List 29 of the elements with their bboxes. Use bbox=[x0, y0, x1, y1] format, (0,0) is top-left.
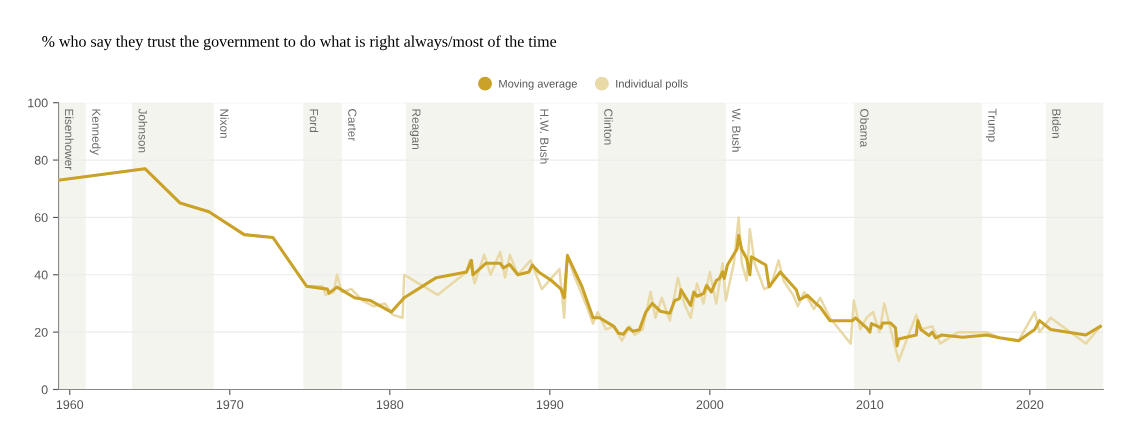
x-tick-label: 2000 bbox=[696, 400, 724, 410]
x-tick-label: 1970 bbox=[216, 400, 244, 410]
band-label: Eisenhower bbox=[64, 109, 74, 170]
legend-label: Moving average bbox=[499, 79, 577, 90]
x-tick-label: 1960 bbox=[56, 400, 84, 410]
band-label: Johnson bbox=[138, 108, 148, 153]
legend-label: Individual polls bbox=[616, 79, 688, 90]
x-tick-label: 2010 bbox=[856, 400, 884, 410]
band-label: Clinton bbox=[604, 109, 613, 145]
y-tick-label: 80 bbox=[34, 155, 48, 165]
annotation: Nixon bbox=[220, 109, 229, 138]
band-label: Ford bbox=[309, 109, 319, 132]
chart-title: % who say they trust the government to do what is right always/most of the time bbox=[42, 35, 557, 51]
y-tick-label: 0 bbox=[41, 385, 48, 395]
x-tick-label: 2020 bbox=[1016, 400, 1044, 410]
y-tick-label: 40 bbox=[34, 270, 48, 280]
y-tick-label: 100 bbox=[28, 98, 48, 108]
band-label: Reagan bbox=[409, 109, 421, 150]
annotation: Kennedy bbox=[89, 109, 101, 156]
y-tick-label: 20 bbox=[34, 327, 48, 337]
band-label: Biden bbox=[1052, 109, 1061, 138]
annotation: Trump bbox=[985, 108, 997, 142]
x-tick-label: 1990 bbox=[536, 400, 564, 410]
band-label: Obama bbox=[860, 109, 869, 148]
x-tick-label: 1980 bbox=[376, 400, 404, 410]
annotation: H.W. Bush bbox=[540, 109, 549, 164]
y-tick-label: 60 bbox=[34, 213, 48, 223]
annotation: W. Bush bbox=[732, 108, 741, 152]
annotation: Carter bbox=[348, 109, 357, 142]
